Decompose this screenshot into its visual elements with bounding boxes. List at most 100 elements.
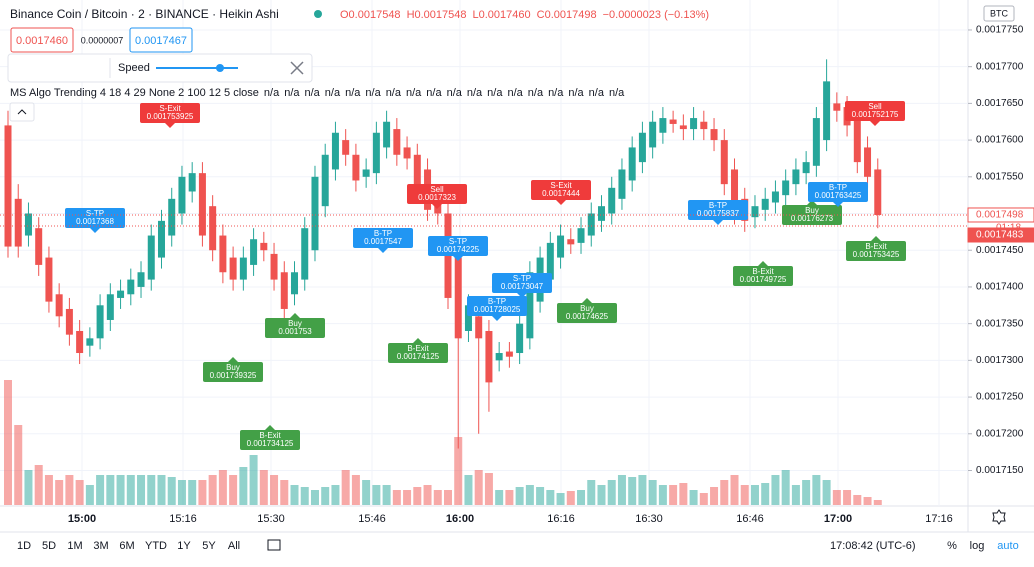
slider-knob[interactable] [216,64,224,72]
x-tick-label: 15:46 [358,513,386,525]
candle-body [260,242,268,251]
candle-body [157,220,165,258]
indicator-value: n/a [609,87,625,99]
range-button[interactable]: YTD [145,540,167,552]
compare-icon[interactable] [267,539,281,551]
clock: 17:08:42 (UTC-6) [830,540,916,552]
volume-bar [14,425,23,505]
candle-body [393,129,401,155]
volume-bar [679,483,688,505]
signal-pointer [492,316,502,321]
candle-body [679,125,687,130]
signal-pointer [833,202,843,207]
candle-body [577,228,585,243]
range-button[interactable]: 5D [42,540,56,552]
settings-icon[interactable] [992,509,1006,525]
signal-value: 0.0017368 [76,217,114,226]
sell-box[interactable] [10,27,74,53]
symbol: Binance Coin / Bitcoin · 2 · BINANCE · H… [10,7,279,21]
volume-bar [648,480,657,505]
signal-value: 0.00173047 [501,282,544,291]
signal-pointer [871,236,881,241]
volume-bar [566,491,575,505]
volume-bar [607,480,616,505]
scale-option[interactable]: % [947,540,957,552]
signal-box [407,184,467,204]
range-button[interactable]: 1Y [177,540,191,552]
countdown: 01:18 [996,223,1021,234]
range-button[interactable]: 1D [17,540,31,552]
volume-bar [843,490,852,505]
candle-body [321,154,329,207]
signal-pointer [378,248,388,253]
volume-bar [791,485,800,505]
range-button[interactable]: 3M [93,540,108,552]
signal-box [808,182,868,202]
x-tick-label: 16:46 [736,513,764,525]
signal-box [846,241,906,261]
candle-body [250,239,258,265]
close-icon[interactable] [290,61,304,75]
candle-body [239,257,247,280]
signal-box [428,236,488,256]
volume-bar [239,467,248,505]
volume-bar [34,465,43,505]
scale-option[interactable]: log [970,540,985,552]
volume [4,380,882,505]
buy-box[interactable] [129,27,193,53]
x-tick-label: 17:00 [824,513,852,525]
candle-body [812,118,820,166]
candle-body [802,162,810,174]
signal-value: 0.0017444 [542,189,580,198]
volume-bar [577,490,586,505]
indicator-value: n/a [406,87,422,99]
signal-box [467,296,527,316]
indicator-value: n/a [447,87,463,99]
volume-bar [137,475,146,505]
scale-option[interactable]: auto [997,540,1018,552]
signal-box [531,180,591,200]
volume-bar [689,490,698,505]
signal-label: S-Exit [550,181,572,190]
candle-body [516,323,524,354]
y-tick-label: 0.0017450 [976,245,1024,256]
signal-box [688,200,748,220]
signal-value: 0.001753425 [853,250,900,259]
signal-label: B-TP [829,183,847,192]
range-button[interactable]: 1M [67,540,82,552]
volume-bar [229,475,238,505]
x-tick-label: 15:16 [169,513,197,525]
signal-label: Sell [430,185,444,194]
range-button[interactable]: All [228,540,240,552]
volume-bar [505,490,514,505]
candle-body [198,173,206,236]
candle-body [291,272,299,295]
volume-bar [515,487,524,505]
signal-pointer [228,357,238,362]
volume-bar [392,490,401,505]
volume-bar [167,477,176,505]
candle-body [403,147,411,159]
candle-body [874,169,882,215]
signal-pointer [870,121,880,126]
volume-bar [106,475,115,505]
signal-box [492,273,552,293]
sell-price: 0.0017460 [16,35,68,47]
range-button[interactable]: 6M [119,540,134,552]
candle-body [761,198,769,210]
signal-label: Buy [226,363,240,372]
signal-box [65,208,125,228]
signal-box [845,101,905,121]
volume-bar [433,490,442,505]
candle-body [331,132,339,170]
volume-bar [444,490,452,505]
candle-body [86,338,94,346]
collapse-button[interactable] [9,102,35,122]
range-button[interactable]: 5Y [202,540,216,552]
candle-body [342,140,350,155]
signal-pointer [413,338,423,343]
volume-bar [65,475,74,505]
indicator-value: n/a [386,87,402,99]
volume-bar [597,485,606,505]
candle-body [782,180,790,196]
